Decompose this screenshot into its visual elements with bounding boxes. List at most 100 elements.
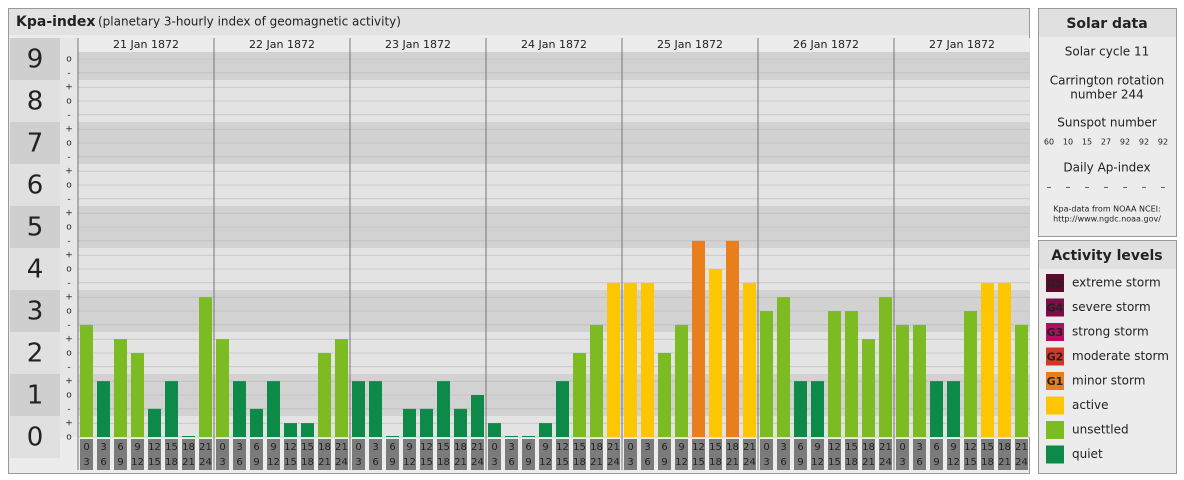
minor-tick-label: o	[66, 349, 72, 359]
hour-cell	[675, 439, 688, 470]
kp-bar	[760, 311, 773, 437]
hour-cell	[471, 439, 484, 470]
hour-cell	[233, 439, 246, 470]
level-name: unsettled	[1072, 423, 1129, 437]
y-tick-label: 4	[27, 255, 44, 285]
hour-label: 12	[267, 457, 280, 468]
level-swatch	[1046, 421, 1064, 439]
hour-cell	[420, 439, 433, 470]
hour-label: 3	[644, 442, 650, 453]
kp-bar	[726, 240, 739, 437]
hour-label: 18	[845, 457, 858, 468]
level-swatch	[1046, 396, 1064, 415]
kp-bar	[777, 297, 790, 437]
hour-label: 21	[199, 442, 212, 453]
kp-bar	[879, 297, 892, 437]
hour-cell	[165, 439, 178, 470]
carrington: number 244	[1070, 88, 1144, 102]
hour-label: 3	[916, 442, 922, 453]
kp-bar	[811, 381, 824, 437]
kp-bar	[471, 395, 484, 437]
hour-label: 24	[743, 457, 756, 468]
minor-tick-label: o	[66, 139, 72, 149]
chart-title: Kpa-index	[16, 14, 95, 30]
kp-bar	[573, 353, 586, 437]
hour-label: 12	[131, 457, 144, 468]
kp-bar	[675, 324, 688, 437]
hour-cell	[777, 439, 790, 470]
minor-tick-label: +	[65, 83, 73, 93]
minor-tick-label: +	[65, 377, 73, 387]
y-tick-label: 2	[27, 339, 44, 369]
y-tick-label: 1	[27, 381, 44, 411]
level-swatch	[1046, 347, 1064, 366]
hour-cell	[743, 439, 756, 470]
ap-value: –	[1123, 182, 1128, 193]
hour-label: 18	[590, 442, 603, 453]
hour-cell	[607, 439, 620, 470]
hour-cell	[488, 439, 501, 470]
minor-tick-label: o	[66, 265, 72, 275]
kp-bar	[437, 381, 450, 437]
hour-cell	[947, 439, 960, 470]
level-badge: G1	[1047, 375, 1064, 388]
kp-bar	[998, 282, 1011, 437]
day-label: 21 Jan 1872	[113, 38, 179, 51]
minor-tick-label: -	[67, 194, 70, 204]
hour-label: 18	[182, 442, 195, 453]
minor-axis	[60, 38, 78, 437]
hour-label: 6	[797, 442, 803, 453]
hour-label: 6	[933, 442, 939, 453]
hour-label: 15	[845, 442, 858, 453]
minor-tick-label: o	[66, 307, 72, 317]
source-note: http://www.ngdc.noaa.gov/	[1053, 215, 1161, 224]
hour-cell	[114, 439, 127, 470]
hour-label: 6	[372, 457, 378, 468]
day-label: 23 Jan 1872	[385, 38, 451, 51]
level-name: quiet	[1072, 447, 1103, 461]
hour-label: 3	[236, 442, 242, 453]
hour-label: 21	[335, 442, 348, 453]
hour-cell	[80, 439, 93, 470]
band	[78, 416, 1030, 437]
kp-bar	[420, 408, 433, 437]
minor-tick-label: +	[65, 167, 73, 177]
hour-label: 3	[83, 457, 89, 468]
kp-bar	[148, 408, 161, 437]
hour-cell	[573, 439, 586, 470]
hour-label: 12	[556, 442, 569, 453]
hour-label: 18	[573, 457, 586, 468]
kp-bar	[318, 353, 331, 437]
hour-label: 18	[998, 442, 1011, 453]
ap-value: –	[1142, 182, 1147, 193]
day-label: 26 Jan 1872	[793, 38, 859, 51]
hour-cell	[335, 439, 348, 470]
hour-label: 21	[1015, 442, 1028, 453]
hour-label: 6	[661, 442, 667, 453]
day-label: 22 Jan 1872	[249, 38, 315, 51]
hour-label: 6	[916, 457, 922, 468]
minor-tick-label: -	[67, 236, 70, 246]
axis-cell	[10, 80, 60, 122]
hour-cell	[352, 439, 365, 470]
kp-bar	[369, 381, 382, 437]
hour-cell	[148, 439, 161, 470]
minor-tick-label: o	[66, 181, 72, 191]
hour-label: 21	[471, 442, 484, 453]
hour-label: 15	[556, 457, 569, 468]
level-swatch	[1046, 274, 1064, 292]
axis-cell	[10, 332, 60, 374]
hour-cell	[505, 439, 518, 470]
hour-label: 0	[83, 442, 89, 453]
kp-bar	[488, 423, 501, 437]
hour-cell	[998, 439, 1011, 470]
kp-bar	[352, 381, 365, 437]
hour-cell	[981, 439, 994, 470]
kp-bar	[828, 311, 841, 437]
minor-tick-label: +	[65, 293, 73, 303]
day-header	[78, 38, 1030, 52]
hour-label: 9	[406, 442, 412, 453]
hour-label: 9	[797, 457, 803, 468]
hour-cell	[845, 439, 858, 470]
